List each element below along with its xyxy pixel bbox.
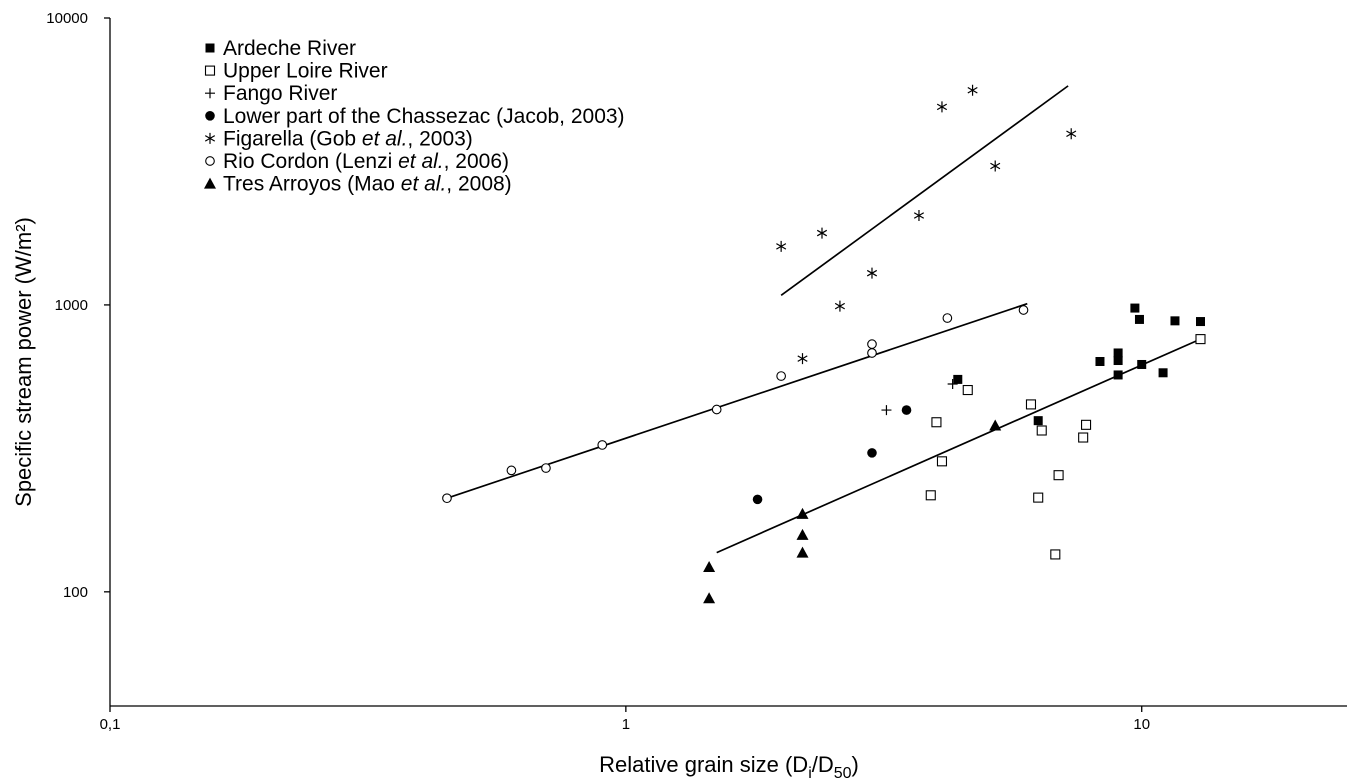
legend-marker-plus [205,88,215,99]
data-point-filled-triangle [796,546,809,558]
data-point-asterisk [936,101,948,113]
data-point-open-circle [541,463,551,473]
y-axis-title: Specific stream power (W/m²) [11,217,36,507]
trend-line-2 [446,302,1028,500]
axis-ticks: 0,1 1 10 100 1000 10000 [46,10,1150,733]
x-axis-title: Relative grain size (Di/D50) [599,752,859,780]
data-point-asterisk [1066,128,1077,140]
data-point-open-square [1078,432,1089,443]
data-point-filled-square [1134,314,1144,324]
data-point-filled-circle [901,405,912,415]
data-point-filled-circle [752,494,763,505]
data-point-filled-square [1113,356,1123,366]
data-point-asterisk [866,267,878,279]
data-point-filled-square [1113,370,1123,380]
data-point-filled-square [1158,368,1168,378]
data-point-open-circle [942,313,953,323]
x-tick-label: 1 [622,716,630,733]
legend-marker-filled-triangle [204,177,216,189]
data-point-plus [947,379,958,390]
data-point-filled-triangle [796,507,809,519]
data-point-open-square [925,490,936,501]
data-point-asterisk [797,353,808,365]
legend-marker-open-circle [205,156,215,166]
data-point-open-square [1081,419,1092,430]
data-point-filled-square [1137,359,1147,369]
trend-line-3 [716,338,1201,554]
data-point-open-square [936,456,948,467]
data-point-filled-triangle [703,592,716,604]
data-point-filled-square [1095,356,1105,366]
trend-line-1 [780,85,1069,297]
x-tick-label: 0,1 [100,716,121,733]
data-point-filled-square [953,374,963,384]
legend-marker-open-square [204,65,216,76]
data-point-filled-square [1113,348,1123,358]
data-point-open-square [931,417,942,428]
data-point-filled-square [1195,317,1205,327]
data-point-filled-triangle [796,528,809,540]
data-point-asterisk [990,160,1001,172]
legend-label: Lower part of the Chassezac (Jacob, 2003… [223,105,625,128]
data-point-open-square [1050,549,1061,560]
data-point-asterisk [816,227,828,239]
data-point-open-square [1025,399,1037,410]
data-point-open-circle [597,440,608,450]
data-point-open-square [1053,470,1064,481]
y-tick-label: 10000 [46,10,88,27]
data-points [442,84,1206,604]
legend-marker-filled-circle [205,111,215,121]
data-point-plus [881,405,892,416]
legend-marker-filled-square [205,43,215,53]
legend-label: Tres Arroyos (Mao et al., 2008) [223,173,512,196]
y-tick-label: 1000 [55,297,88,314]
data-point-filled-triangle [703,561,716,573]
data-point-open-circle [506,465,517,476]
data-point-open-circle [867,348,877,358]
data-point-filled-triangle [989,419,1002,431]
data-point-filled-circle [867,448,877,458]
legend-marker-asterisk [204,132,216,144]
data-point-open-square [1036,425,1047,436]
legend-label: Rio Cordon (Lenzi et al., 2006) [223,150,509,173]
data-point-filled-square [1130,303,1140,313]
x-tick-label: 10 [1133,716,1150,733]
legend-label: Figarella (Gob et al., 2003) [223,127,473,150]
data-point-open-square [962,384,973,396]
data-point-open-circle [711,404,722,415]
data-point-filled-square [1170,316,1180,326]
data-point-asterisk [967,84,978,96]
legend-label: Fango River [223,82,337,105]
data-point-open-circle [867,339,877,349]
data-point-open-square [1033,492,1044,503]
data-point-asterisk [776,240,787,252]
data-point-open-circle [1018,305,1029,315]
data-point-filled-square [1033,416,1043,426]
legend-label: Upper Loire River [223,60,388,83]
trend-lines [446,85,1201,554]
data-point-open-circle [442,493,452,504]
data-point-open-square [1195,334,1206,345]
data-point-asterisk [913,209,925,221]
data-point-open-circle [776,371,786,381]
y-tick-label: 100 [63,584,88,601]
legend-label: Ardeche River [223,37,356,60]
data-point-asterisk [834,300,845,312]
